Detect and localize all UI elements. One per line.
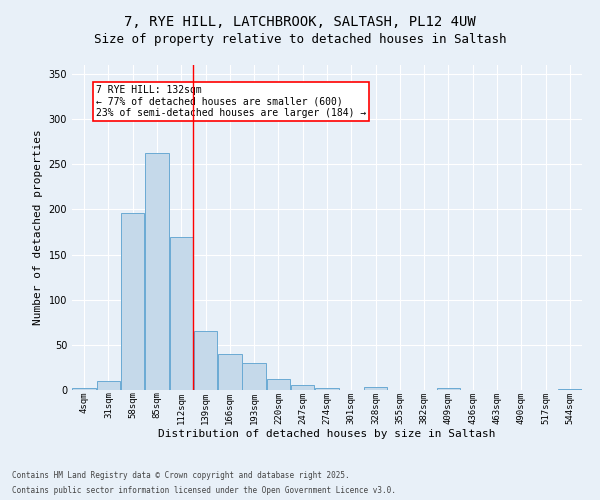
Bar: [558, 389, 581, 390]
Bar: [170, 238, 193, 390]
Bar: [73, 388, 96, 390]
Bar: [145, 154, 169, 390]
Bar: [218, 354, 242, 390]
Text: Contains public sector information licensed under the Open Government Licence v3: Contains public sector information licen…: [12, 486, 396, 495]
Bar: [437, 388, 460, 390]
Bar: [291, 384, 314, 390]
Bar: [194, 332, 217, 390]
Text: 7, RYE HILL, LATCHBROOK, SALTASH, PL12 4UW: 7, RYE HILL, LATCHBROOK, SALTASH, PL12 4…: [124, 15, 476, 29]
Bar: [97, 381, 120, 390]
Bar: [266, 379, 290, 390]
Bar: [364, 388, 388, 390]
Bar: [315, 388, 339, 390]
Bar: [242, 363, 266, 390]
Text: 7 RYE HILL: 132sqm
← 77% of detached houses are smaller (600)
23% of semi-detach: 7 RYE HILL: 132sqm ← 77% of detached hou…: [96, 85, 367, 118]
Text: Contains HM Land Registry data © Crown copyright and database right 2025.: Contains HM Land Registry data © Crown c…: [12, 471, 350, 480]
Y-axis label: Number of detached properties: Number of detached properties: [33, 130, 43, 326]
Bar: [121, 213, 145, 390]
X-axis label: Distribution of detached houses by size in Saltash: Distribution of detached houses by size …: [158, 429, 496, 439]
Text: Size of property relative to detached houses in Saltash: Size of property relative to detached ho…: [94, 32, 506, 46]
